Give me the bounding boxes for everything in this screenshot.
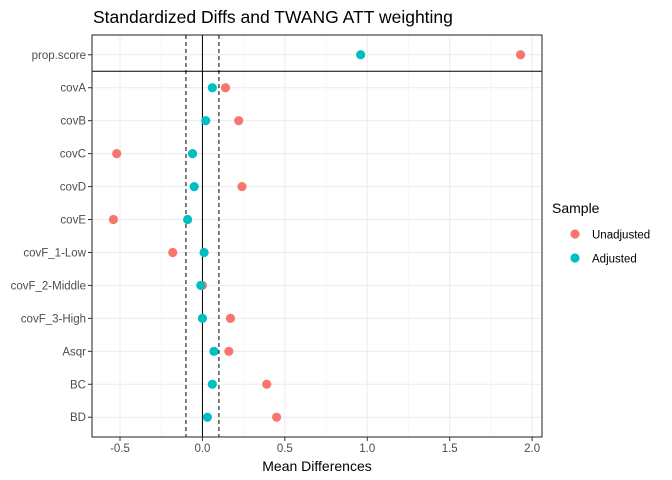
x-axis: -0.5 0.0 0.5 1.0 1.5 2.0 xyxy=(110,437,540,455)
point-adjusted-bc xyxy=(207,379,217,389)
grid xyxy=(92,35,542,437)
legend-swatch-adjusted xyxy=(570,253,580,263)
point-adjusted-covd xyxy=(189,181,199,192)
point-adjusted-bd xyxy=(202,412,212,422)
point-unadjusted-cova xyxy=(220,83,231,93)
y-tick-label: covF_1-Low xyxy=(23,247,86,259)
y-tick-label: BD xyxy=(70,412,86,424)
point-unadjusted-cove xyxy=(108,214,119,225)
y-tick-label: covD xyxy=(60,182,86,194)
point-unadjusted-covd xyxy=(237,181,247,192)
y-tick-label: covE xyxy=(60,215,86,227)
point-adjusted-prop-score xyxy=(356,50,366,60)
y-tick-label: covF_3-High xyxy=(21,313,86,325)
x-tick-label: 2.0 xyxy=(524,443,540,455)
point-adjusted-covf-3-high xyxy=(197,313,208,323)
point-unadjusted-bd xyxy=(272,412,282,422)
y-tick-label: prop.score xyxy=(32,50,86,62)
y-tick-label: covC xyxy=(60,149,86,161)
y-tick-label: covB xyxy=(60,116,86,128)
point-unadjusted-covf-3-high xyxy=(225,313,236,323)
x-tick-label: -0.5 xyxy=(110,443,130,455)
y-tick-label: covA xyxy=(60,83,86,95)
point-unadjusted-covc xyxy=(112,149,122,159)
point-unadjusted-covb xyxy=(234,116,244,126)
x-tick-label: 1.5 xyxy=(442,443,458,455)
point-adjusted-cove xyxy=(183,214,193,225)
y-tick-label: covF_2-Middle xyxy=(11,280,86,292)
x-axis-title: Mean Differences xyxy=(262,458,371,474)
x-tick-label: 0.5 xyxy=(277,443,293,455)
point-unadjusted-prop-score xyxy=(515,50,526,60)
point-adjusted-covb xyxy=(201,116,211,126)
point-unadjusted-covf-1-low xyxy=(168,247,178,258)
legend-swatch-unadjusted xyxy=(570,229,580,239)
x-tick-label: 1.0 xyxy=(359,443,375,455)
point-adjusted-covf-1-low xyxy=(199,247,209,258)
point-adjusted-asqr xyxy=(209,346,219,356)
data-points xyxy=(108,50,526,422)
y-tick-label: Asqr xyxy=(62,346,86,358)
y-axis: prop.score covA covB covC covD covE covF_1-Low… xyxy=(11,50,92,424)
chart-title: Standardized Diffs and TWANG ATT weighti… xyxy=(93,7,453,27)
point-unadjusted-asqr xyxy=(224,346,234,356)
legend-label-unadjusted: Unadjusted xyxy=(592,230,650,242)
point-unadjusted-bc xyxy=(262,379,272,389)
x-tick-label: 0.0 xyxy=(194,443,210,455)
legend: Sample Unadjusted Adjusted xyxy=(552,200,650,266)
point-adjusted-covc xyxy=(187,149,198,159)
reference-lines xyxy=(92,35,542,437)
legend-label-adjusted: Adjusted xyxy=(592,254,637,266)
panel-border xyxy=(91,34,543,438)
point-adjusted-covf-2-middle xyxy=(196,280,206,291)
y-tick-label: BC xyxy=(70,379,86,391)
legend-title: Sample xyxy=(552,200,600,216)
point-adjusted-cova xyxy=(207,83,217,93)
